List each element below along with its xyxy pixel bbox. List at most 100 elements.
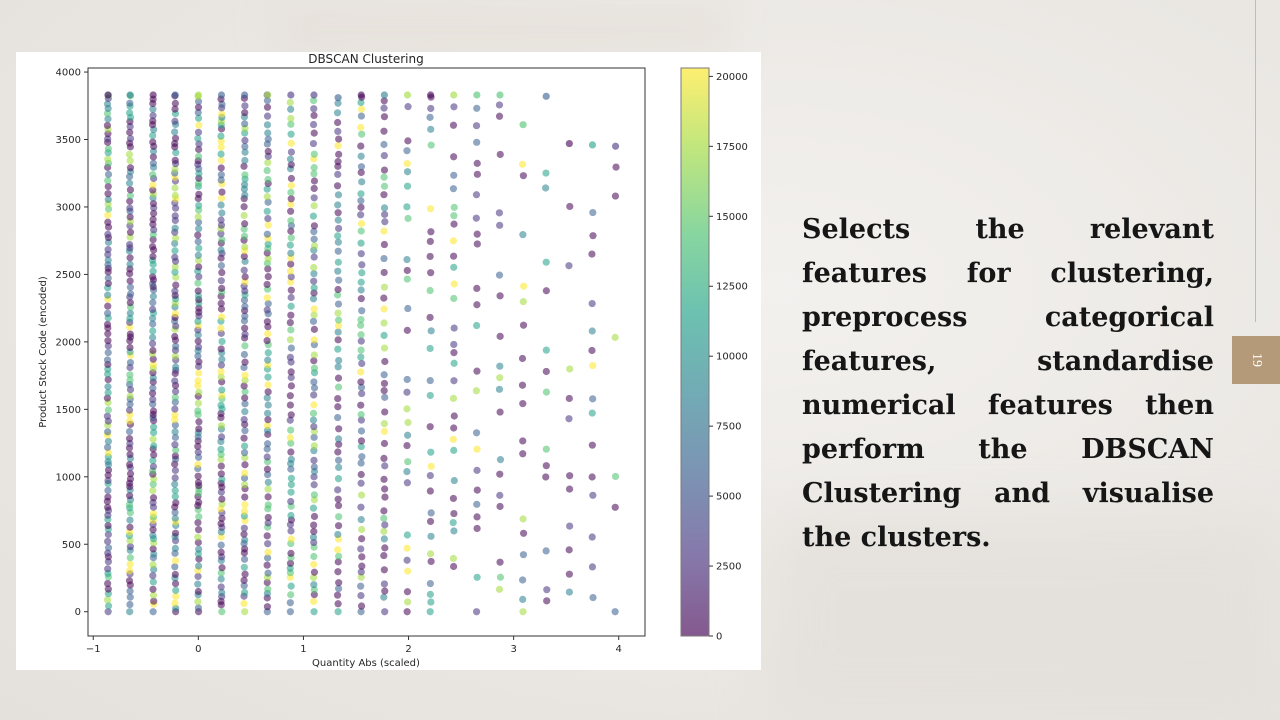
data-point xyxy=(171,268,179,276)
data-point xyxy=(148,242,157,251)
data-point xyxy=(149,159,157,167)
data-point xyxy=(287,286,295,294)
data-point xyxy=(172,446,180,454)
data-point xyxy=(496,502,504,511)
data-point xyxy=(194,231,202,239)
data-point xyxy=(335,463,343,472)
data-point xyxy=(380,535,388,543)
data-point xyxy=(542,258,550,266)
data-point xyxy=(104,330,112,338)
data-point xyxy=(380,507,388,515)
data-point xyxy=(217,156,225,165)
data-point xyxy=(518,354,527,363)
data-point xyxy=(263,578,271,587)
data-point xyxy=(218,236,226,244)
decorative-line xyxy=(1255,0,1256,322)
data-point xyxy=(263,230,271,238)
data-point xyxy=(172,149,180,157)
data-point xyxy=(241,501,249,509)
data-point xyxy=(518,160,527,168)
data-point xyxy=(171,253,179,261)
data-point xyxy=(194,442,202,450)
data-point xyxy=(263,422,272,430)
data-point xyxy=(310,364,319,372)
data-point xyxy=(566,202,574,211)
data-point xyxy=(310,150,318,158)
data-point xyxy=(240,181,249,189)
data-point xyxy=(380,97,388,105)
data-point xyxy=(149,181,157,189)
data-point xyxy=(286,434,294,442)
data-point xyxy=(473,170,481,178)
data-point xyxy=(611,192,620,200)
data-point xyxy=(286,416,294,424)
data-point xyxy=(103,100,112,108)
data-point xyxy=(240,507,249,515)
data-point xyxy=(566,522,574,530)
data-point xyxy=(287,465,295,473)
data-point xyxy=(172,342,180,350)
data-point xyxy=(126,608,134,616)
data-point xyxy=(334,403,342,411)
data-point xyxy=(611,333,619,341)
data-point xyxy=(149,531,157,540)
data-point xyxy=(450,340,458,349)
data-point xyxy=(149,435,157,443)
data-point xyxy=(217,373,225,381)
data-point xyxy=(149,199,158,208)
data-point xyxy=(358,178,366,186)
data-point xyxy=(334,495,342,503)
data-point xyxy=(310,253,318,261)
data-point xyxy=(194,526,203,534)
data-point xyxy=(380,527,388,535)
data-point xyxy=(240,91,249,99)
data-point xyxy=(310,433,318,441)
data-point xyxy=(334,232,342,240)
data-point xyxy=(335,513,343,521)
data-point xyxy=(565,546,573,554)
data-point xyxy=(335,150,343,158)
data-point xyxy=(380,475,388,483)
data-point xyxy=(380,580,389,588)
data-point xyxy=(103,394,111,402)
data-point xyxy=(357,427,366,435)
data-point xyxy=(194,128,203,136)
data-point xyxy=(241,493,249,501)
data-point xyxy=(171,428,179,436)
data-point xyxy=(126,593,134,601)
data-point xyxy=(195,244,203,252)
data-point xyxy=(357,91,365,99)
y-tick-label: 1500 xyxy=(56,405,81,416)
data-point xyxy=(171,466,179,475)
data-point xyxy=(589,232,597,240)
data-point xyxy=(149,361,157,369)
data-point xyxy=(380,227,388,235)
data-point xyxy=(496,332,504,340)
data-point xyxy=(218,268,226,277)
data-point xyxy=(286,353,294,361)
data-point xyxy=(357,346,365,354)
data-point xyxy=(309,212,317,220)
data-point xyxy=(104,145,112,153)
data-point xyxy=(264,585,272,593)
data-point xyxy=(194,237,202,246)
data-point xyxy=(195,418,203,426)
data-point xyxy=(310,194,318,202)
data-point xyxy=(309,504,318,512)
data-point xyxy=(240,582,248,590)
data-point xyxy=(310,336,318,344)
data-point xyxy=(194,538,202,547)
data-point xyxy=(565,262,573,270)
colorbar-tick-label: 7500 xyxy=(716,422,741,433)
data-point xyxy=(287,120,295,128)
data-point xyxy=(287,105,295,113)
data-point xyxy=(380,173,388,181)
data-point xyxy=(519,437,527,445)
data-point xyxy=(380,439,389,448)
data-point xyxy=(241,536,249,544)
data-point xyxy=(217,194,226,202)
data-point xyxy=(195,121,203,129)
data-point xyxy=(149,117,157,125)
data-point xyxy=(519,576,527,584)
data-point xyxy=(380,104,388,112)
